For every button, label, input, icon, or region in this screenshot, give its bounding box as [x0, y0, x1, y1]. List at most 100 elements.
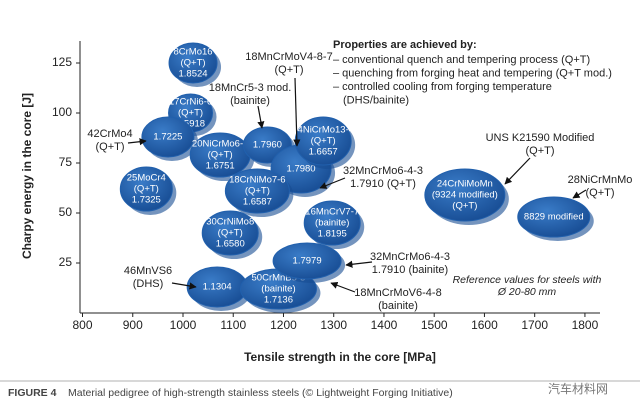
y-tick-label: 125 [52, 55, 72, 69]
annotation: 28NiCrMnMo [568, 174, 633, 186]
annotation: 32MnCrMo6-4-3 [370, 251, 450, 263]
point-label: (Q+T) [218, 228, 243, 239]
point-label: 20NiCrMo6-4 [192, 139, 249, 150]
y-tick-label: 25 [59, 255, 73, 269]
annotation: (bainite) [378, 300, 418, 312]
x-tick-label: 1200 [270, 318, 297, 332]
reference-note: Reference values for steels with [453, 274, 602, 286]
point [424, 168, 506, 222]
point-label: 1.8195 [318, 229, 347, 240]
annotation: 18MnCr5-3 mod. [209, 82, 292, 94]
point-label: 1.6751 [206, 161, 235, 172]
point-label: 24CrNiMoMn [437, 179, 493, 190]
annotation: 42CrMo4 [87, 128, 132, 140]
annotation: (Q+T) [274, 64, 303, 76]
point-label: 50CrMnB5-3 [252, 273, 306, 284]
x-tick-label: 1500 [421, 318, 448, 332]
point-label: 1.5918 [176, 119, 205, 130]
annotation: 1.7910 (Q+T) [350, 178, 416, 190]
point-label: (Q+T) [208, 150, 233, 161]
point-label: 1.7136 [264, 295, 293, 306]
annotation: (Q+T) [95, 141, 124, 153]
point-label: 8829 modified [524, 212, 584, 223]
x-axis-label: Tensile strength in the core [MPa] [244, 350, 436, 364]
point-label: 1.7225 [153, 132, 182, 143]
point-label: 1.7979 [293, 256, 322, 267]
point-label: (Q+T) [452, 201, 477, 212]
annotation-arrow [345, 260, 373, 268]
point-label: 1.7325 [132, 195, 161, 206]
point [303, 200, 361, 246]
x-tick-label: 1600 [471, 318, 498, 332]
x-tick-label: 1100 [220, 318, 246, 332]
annotation-arrow [572, 189, 587, 199]
properties-title: Properties are achieved by: [333, 39, 477, 51]
annotation-arrow [330, 281, 356, 293]
annotation: 46MnVS6 [124, 265, 172, 277]
annotation: 32MnCrMo6-4-3 [343, 165, 423, 177]
properties-item: – quenching from forging heat and temper… [333, 67, 612, 79]
point-label: 18CrNiMo7-6 [229, 175, 286, 186]
point-label: 1.6657 [309, 147, 338, 158]
annotation-arrow [257, 105, 265, 129]
annotation-arrow [504, 157, 531, 185]
point-label: 1.7980 [287, 164, 316, 175]
point-label: 25MoCr4 [127, 173, 166, 184]
point-label: (Q+T) [134, 184, 159, 195]
y-axis-label: Charpy energy in the core [J] [20, 93, 34, 259]
x-tick-label: 1400 [371, 318, 398, 332]
properties-item: – conventional quench and tempering proc… [333, 54, 590, 66]
annotation-arrow [319, 177, 346, 189]
point-label: 1.8524 [179, 69, 208, 80]
point [119, 166, 173, 212]
x-tick-label: 1000 [170, 318, 197, 332]
point-label: (Q+T) [245, 186, 270, 197]
point [517, 196, 591, 238]
point-label: (Q+T) [178, 108, 203, 119]
annotation-arrow [171, 282, 197, 290]
x-tick-label: 1700 [521, 318, 548, 332]
x-tick-label: 800 [72, 318, 92, 332]
reference-note: Ø 20-80 mm [497, 286, 557, 298]
point-label: (Q+T) [311, 136, 336, 147]
point [201, 210, 259, 256]
annotation-arrow [293, 77, 301, 147]
caption-text: Material pedigree of high-strength stain… [68, 387, 453, 399]
point-label: 17CrNi6-6 [169, 97, 212, 108]
point-label: (9324 modified) [432, 190, 498, 201]
point [141, 116, 195, 158]
point-label: 1.6580 [216, 239, 245, 250]
annotation: (DHS) [133, 278, 164, 290]
x-tick-label: 900 [123, 318, 143, 332]
point-label: (bainite) [261, 284, 295, 295]
annotation: 18MnCrMoV4-8-7 [245, 51, 332, 63]
point-label: 30CrNiMo8 [206, 217, 254, 228]
annotation: 18MnCrMoV6-4-8 [354, 287, 441, 299]
point-label: (Q+T) [181, 58, 206, 69]
properties-item: – controlled cooling from forging temper… [333, 81, 552, 93]
x-tick-label: 1300 [320, 318, 347, 332]
properties-item: (DHS/bainite) [343, 94, 409, 106]
y-tick-label: 100 [52, 105, 72, 119]
annotation: (Q+T) [585, 187, 614, 199]
point [224, 168, 290, 214]
point-label: 1.6587 [243, 197, 272, 208]
x-tick-label: 1800 [572, 318, 599, 332]
annotation-arrow [127, 138, 147, 146]
point [168, 42, 218, 84]
point [272, 242, 342, 280]
watermark: 汽车材料网 [548, 381, 608, 396]
caption-label: FIGURE 4 [8, 387, 57, 399]
annotation: UNS K21590 Modified [486, 132, 595, 144]
annotation: (bainite) [230, 95, 270, 107]
annotation: (Q+T) [525, 145, 554, 157]
point-label: 16MnCrV7-7 [305, 207, 359, 218]
point-label: 1.7960 [253, 140, 282, 151]
point-label: 14NiCrMo13-4 [292, 125, 354, 136]
point-label: 1.1304 [203, 282, 232, 293]
annotation: 1.7910 (bainite) [372, 264, 448, 276]
y-tick-label: 50 [59, 205, 73, 219]
point-label: (bainite) [315, 218, 349, 229]
y-tick-label: 75 [59, 155, 73, 169]
